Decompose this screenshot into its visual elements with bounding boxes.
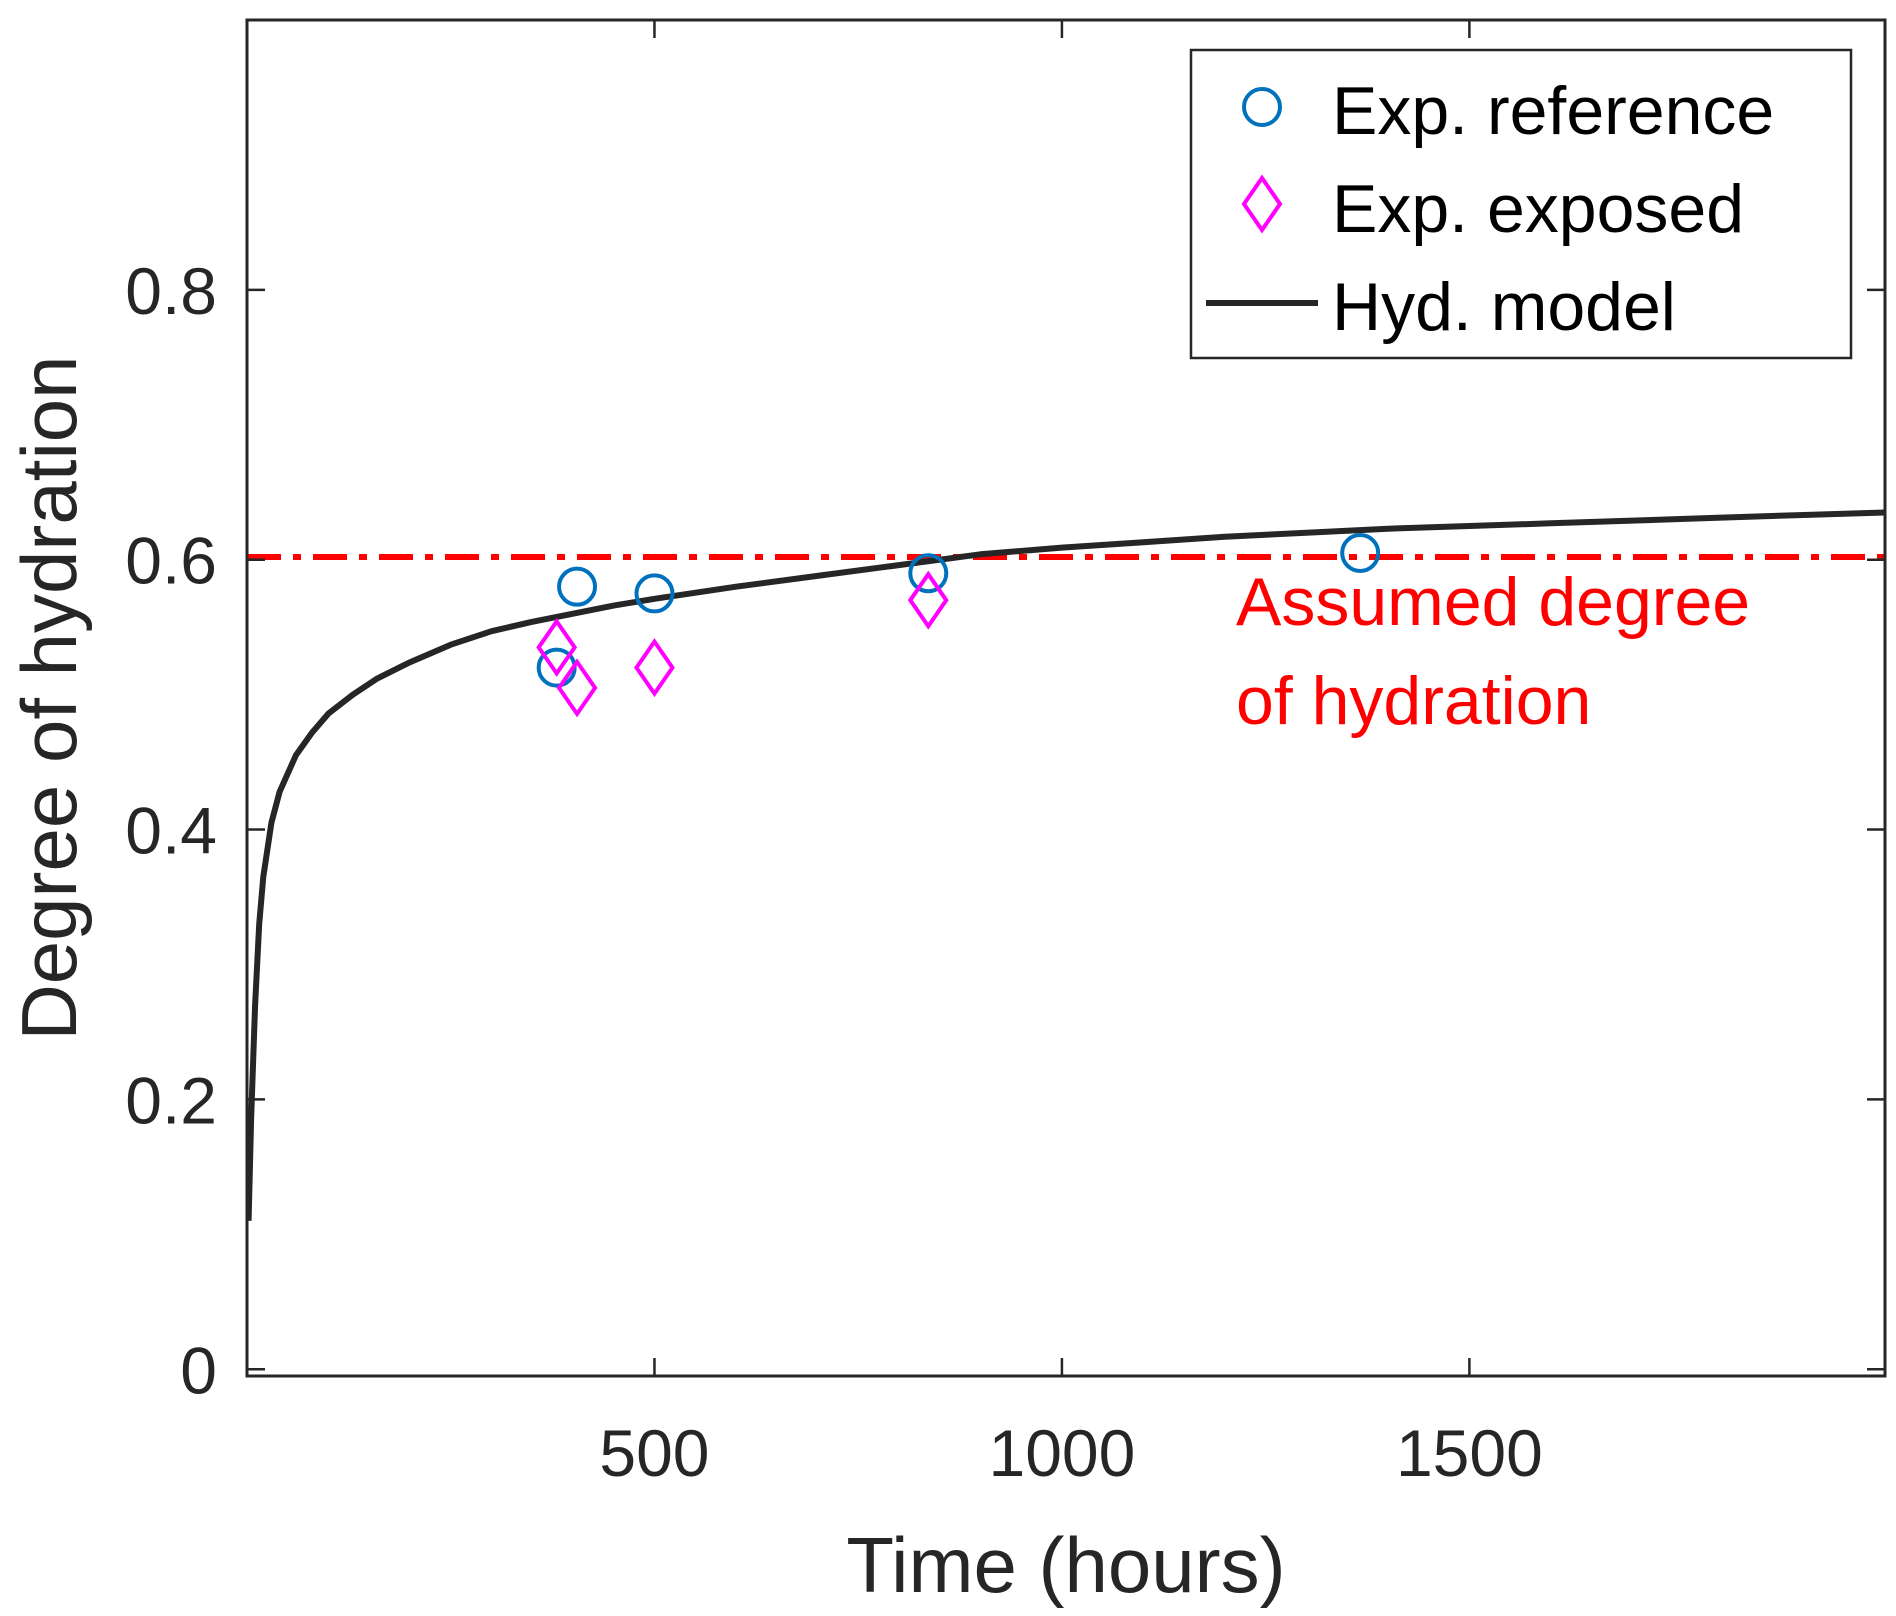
annotation-line-2: of hydration: [1236, 663, 1591, 739]
exp-exposed-point: [536, 617, 578, 677]
legend-label-exp-exposed: Exp. exposed: [1332, 171, 1744, 247]
legend-box: [1189, 48, 1853, 360]
plot-content: [245, 509, 1886, 1221]
x-axis-title: Time (hours): [846, 1521, 1285, 1609]
axis-tick-labels: 500 1000 1500 0 0.2 0.4 0.6 0.8: [125, 254, 1543, 1490]
exp-reference-point: [1340, 532, 1381, 573]
legend-label-exp-reference: Exp. reference: [1332, 73, 1774, 149]
exp-reference-point: [557, 566, 598, 607]
legend-marker-exp-reference: [1242, 87, 1282, 127]
y-tick-label: 0.6: [125, 524, 217, 598]
x-tick-label: 1000: [989, 1416, 1136, 1490]
annotation-line-1: Assumed degree: [1236, 564, 1750, 640]
exp-exposed-point: [634, 638, 675, 698]
plot-frame: [245, 18, 1887, 1378]
x-tick-label: 1500: [1396, 1416, 1543, 1490]
y-tick-label: 0.2: [125, 1063, 217, 1137]
y-tick-label: 0: [180, 1333, 217, 1407]
exp-exposed-point: [556, 658, 598, 718]
hyd-model-line: [245, 509, 1886, 1221]
legend: Exp. reference Exp. exposed Hyd. model: [1189, 48, 1853, 360]
exp-reference-point: [908, 553, 949, 594]
exp-exposed-point: [907, 570, 949, 630]
x-tick-label: 500: [599, 1416, 709, 1490]
exp-reference-point: [634, 573, 675, 614]
legend-marker-exp-exposed: [1241, 174, 1283, 234]
y-tick-label: 0.4: [125, 794, 217, 868]
y-axis-title: Degree of hydration: [5, 355, 93, 1040]
legend-label-hyd-model: Hyd. model: [1332, 269, 1676, 345]
axis-ticks: [247, 20, 1885, 1376]
y-tick-label: 0.8: [125, 254, 217, 328]
